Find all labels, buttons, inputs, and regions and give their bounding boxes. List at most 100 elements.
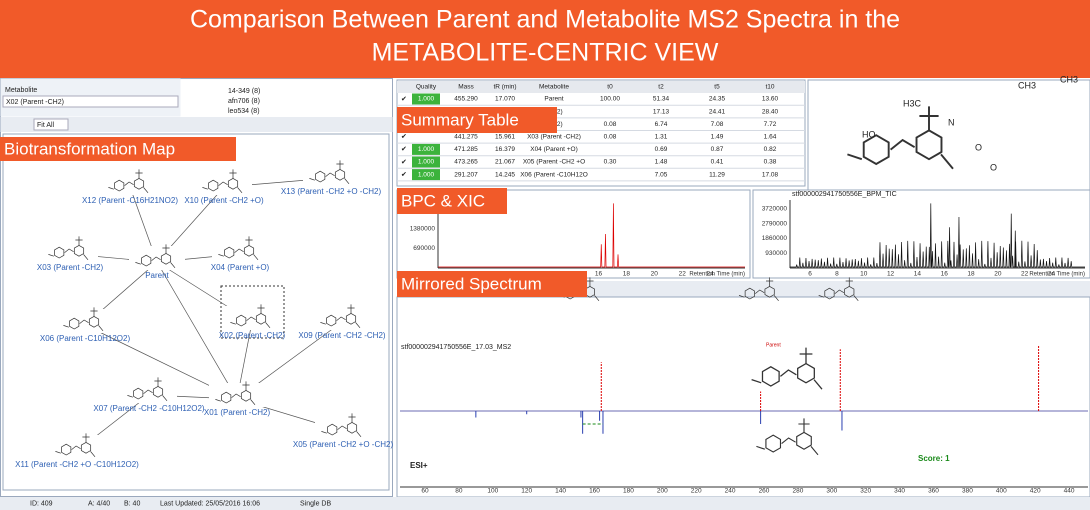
cell: 51.34 [653, 96, 670, 103]
node-bg [57, 309, 113, 333]
chain [215, 381, 256, 406]
chart-title: stf000002941750556E_BPM_TIC [792, 191, 897, 198]
x-tick-label: 20 [994, 271, 1002, 278]
node-label: X05 (Parent -CH2 +O -CH2) [293, 440, 394, 449]
x-tick-label: 340 [894, 488, 905, 495]
ring [80, 441, 92, 454]
ring [346, 421, 358, 434]
molecule [751, 347, 823, 390]
atom-label: H3C [903, 98, 922, 108]
node-bg [121, 379, 177, 403]
atom-label: O [975, 142, 982, 152]
checkmark: ✔ [401, 159, 407, 166]
x-tick-label: 18 [623, 271, 631, 278]
y-tick-label: 2790000 [762, 220, 788, 227]
node-label: Parent [145, 271, 169, 280]
status-item: A: 4/40 [88, 500, 110, 507]
x-tick-label: 24 [1048, 271, 1056, 278]
ring [764, 285, 775, 298]
cell: X05 (Parent -CH2 +O [523, 159, 585, 166]
zoom-value: Fit All [37, 122, 55, 129]
cell: 7.08 [711, 121, 724, 128]
cell: 21.067 [495, 159, 515, 166]
cell: 0.69 [655, 146, 668, 153]
chain [320, 304, 361, 329]
cell: 7.05 [655, 171, 668, 178]
cell: X04 (Parent +O) [530, 146, 578, 153]
spectrum-panel [396, 296, 1090, 498]
ring [797, 362, 815, 384]
column-header: Mass [458, 84, 474, 91]
cell: X03 (Parent -CH2) [527, 134, 581, 141]
chain [63, 307, 104, 332]
map-toolbar [0, 117, 393, 132]
node-label: X10 (Parent -CH2 +O) [184, 196, 264, 205]
cell: 15.961 [495, 134, 515, 141]
y-tick-label: 1860000 [762, 235, 788, 242]
ring [236, 314, 247, 327]
cell: 1.31 [655, 134, 668, 141]
cell: 1.64 [764, 134, 777, 141]
cell: 17.08 [762, 171, 779, 178]
status-item: Last Updated: 25/05/2016 16:06 [160, 500, 260, 507]
cell: 6.74 [655, 121, 668, 128]
cell: 1.48 [655, 159, 668, 166]
cell: 16.379 [495, 146, 515, 153]
atom-label: CH3 [1060, 74, 1078, 84]
ring [61, 443, 72, 456]
cell: 0.82 [764, 146, 777, 153]
callout-label: Biotransformation Map [4, 139, 175, 158]
cell: 0.38 [764, 159, 777, 166]
quality-cell [412, 156, 440, 168]
parent-label: Parent [766, 342, 781, 348]
molecule [738, 277, 779, 302]
chain [218, 236, 259, 261]
atom-label: HO [862, 129, 876, 139]
ring [227, 177, 239, 190]
cell: 11.29 [709, 171, 725, 178]
metabolite-value: X02 (Parent -CH2) [6, 99, 64, 106]
cell: 1.49 [711, 134, 724, 141]
molecule [48, 236, 89, 261]
ring [844, 285, 855, 298]
ring [54, 246, 65, 259]
x-tick-label: 360 [928, 488, 939, 495]
x-tick-label: 22 [679, 271, 687, 278]
cell: 1.000 [418, 146, 435, 153]
x-tick-label: 22 [1021, 271, 1029, 278]
ring [114, 179, 125, 192]
checkmark: ✔ [401, 171, 407, 178]
ring [326, 314, 337, 327]
molecule [321, 413, 362, 438]
tree-item: leo534 (8) [228, 108, 260, 115]
x-tick-label: 18 [967, 271, 975, 278]
molecule [63, 307, 104, 332]
chain [847, 106, 954, 170]
y-tick-label: 3720000 [762, 206, 788, 213]
cell: 1.000 [418, 96, 435, 103]
ring [334, 168, 346, 181]
chain [127, 377, 168, 402]
chain [738, 277, 779, 302]
x-tick-label: 10 [860, 271, 868, 278]
column-header: t5 [714, 84, 720, 91]
x-tick-label: 80 [455, 488, 463, 495]
x-tick-label: 300 [826, 488, 837, 495]
checkmark: ✔ [401, 96, 407, 103]
molecule [230, 304, 271, 329]
ring [133, 387, 144, 400]
checkmark: ✔ [401, 134, 407, 141]
zoom-select[interactable] [33, 118, 69, 131]
tree-item: afn706 (8) [228, 98, 260, 105]
x-tick-label: 380 [962, 488, 973, 495]
metabolite-input[interactable] [2, 95, 179, 108]
ring [243, 244, 255, 257]
node-bg [129, 246, 185, 270]
x-tick-label: 16 [595, 271, 603, 278]
x-tick-label: 14 [914, 271, 922, 278]
ring [761, 366, 780, 387]
x-tick-label: 20 [651, 271, 659, 278]
score: Score: 1 [918, 454, 950, 463]
molecule [202, 169, 243, 194]
node-bg [42, 238, 98, 262]
